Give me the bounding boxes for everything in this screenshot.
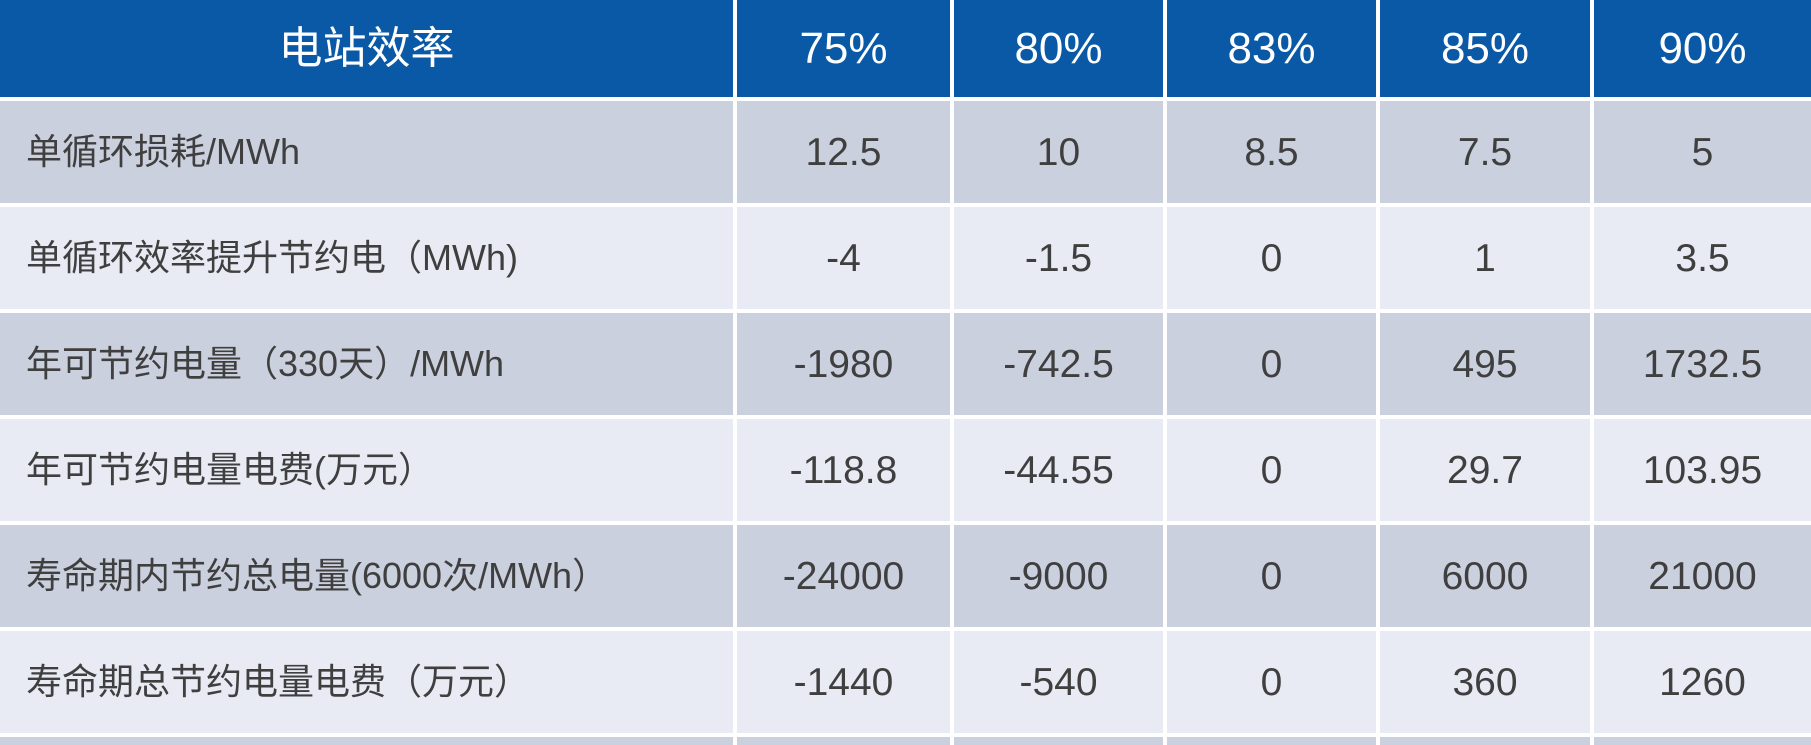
table-title: 电站效率	[0, 0, 733, 97]
cell-value: -4	[737, 207, 950, 309]
cell-value: 0	[1167, 207, 1376, 309]
cell-value: 8.5	[1167, 101, 1376, 203]
cell-value: 29.7	[1380, 419, 1590, 521]
cell-value: 3.5	[1594, 207, 1811, 309]
cell-value: 495	[1380, 313, 1590, 415]
cell-value: -540	[954, 631, 1163, 733]
row-label-lifetime-energy-saving: 寿命期内节约总电量(6000次/MWh）	[0, 525, 733, 627]
cell-value: 10	[954, 101, 1163, 203]
cell-value: -742.5	[954, 313, 1163, 415]
cutoff-row-sliver	[1380, 737, 1590, 745]
column-header-75: 75%	[737, 0, 950, 97]
cell-value: 6000	[1380, 525, 1590, 627]
cell-value: 5	[1594, 101, 1811, 203]
cutoff-row-sliver	[1167, 737, 1376, 745]
column-header-90: 90%	[1594, 0, 1811, 97]
cell-value: 360	[1380, 631, 1590, 733]
column-header-80: 80%	[954, 0, 1163, 97]
cell-value: 1	[1380, 207, 1590, 309]
row-label-single-cycle-loss: 单循环损耗/MWh	[0, 101, 733, 203]
cell-value: -1980	[737, 313, 950, 415]
cell-value: 103.95	[1594, 419, 1811, 521]
cutoff-row-sliver	[954, 737, 1163, 745]
cell-value: 0	[1167, 313, 1376, 415]
cell-value: -9000	[954, 525, 1163, 627]
cutoff-row-sliver	[1594, 737, 1811, 745]
cutoff-row-sliver	[0, 737, 733, 745]
row-label-annual-cost-saving: 年可节约电量电费(万元）	[0, 419, 733, 521]
cell-value: -44.55	[954, 419, 1163, 521]
cell-value: -24000	[737, 525, 950, 627]
column-header-85: 85%	[1380, 0, 1590, 97]
cell-value: 12.5	[737, 101, 950, 203]
cell-value: 1260	[1594, 631, 1811, 733]
cell-value: -118.8	[737, 419, 950, 521]
cell-value: 1732.5	[1594, 313, 1811, 415]
row-label-lifetime-cost-saving: 寿命期总节约电量电费（万元）	[0, 631, 733, 733]
cell-value: 21000	[1594, 525, 1811, 627]
row-label-annual-energy-saving: 年可节约电量（330天）/MWh	[0, 313, 733, 415]
cell-value: -1.5	[954, 207, 1163, 309]
cell-value: 0	[1167, 419, 1376, 521]
column-header-83: 83%	[1167, 0, 1376, 97]
cell-value: 7.5	[1380, 101, 1590, 203]
cutoff-row-sliver	[737, 737, 950, 745]
cell-value: 0	[1167, 631, 1376, 733]
cell-value: 0	[1167, 525, 1376, 627]
cell-value: -1440	[737, 631, 950, 733]
row-label-single-cycle-saving: 单循环效率提升节约电（MWh)	[0, 207, 733, 309]
